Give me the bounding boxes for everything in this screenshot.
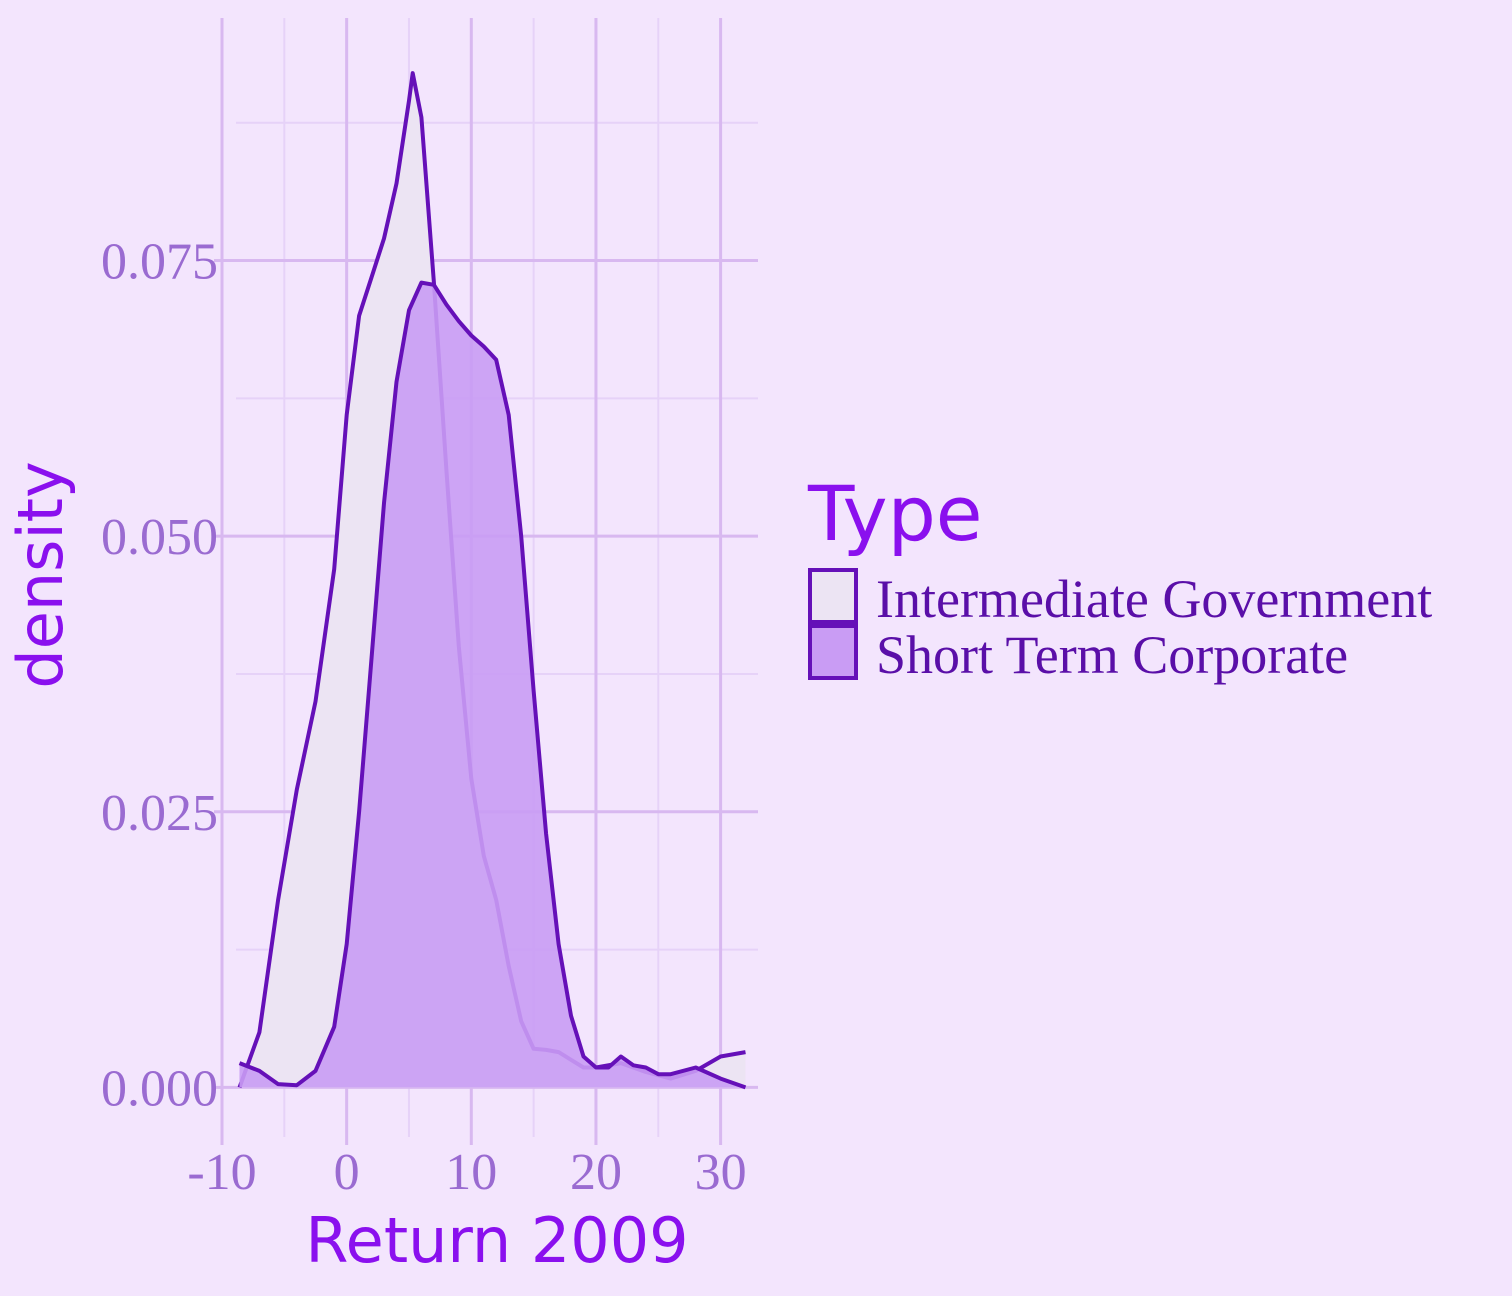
legend-key-short-term-corporate xyxy=(808,624,858,680)
y-tick-label: 0.050 xyxy=(101,509,218,566)
x-tick-label: 20 xyxy=(570,1144,622,1201)
density-areas xyxy=(237,71,747,1090)
density-area-short-term-corporate xyxy=(239,282,746,1088)
x-tick-label: -10 xyxy=(187,1144,256,1201)
axes: -10 0 10 20 30 0.000 0.025 0.050 0.075 xyxy=(101,234,747,1201)
y-tick-label: 0.000 xyxy=(101,1060,218,1117)
y-tick-label: 0.025 xyxy=(101,785,218,842)
y-axis-title: density xyxy=(4,461,77,688)
y-tick-label: 0.075 xyxy=(101,234,218,291)
legend-label-short-term-corporate: Short Term Corporate xyxy=(876,625,1348,685)
x-tick-label: 10 xyxy=(445,1144,497,1201)
legend-title: Type xyxy=(807,469,983,558)
legend-key-intermediate-government xyxy=(808,568,858,624)
x-tick-label: 30 xyxy=(695,1144,747,1201)
density-line-short-term-corporate xyxy=(238,280,747,1090)
legend-label-intermediate-government: Intermediate Government xyxy=(876,569,1432,629)
x-tick-label: 0 xyxy=(334,1144,360,1201)
legend: Type Intermediate Government Short Term … xyxy=(807,469,1432,685)
x-axis-title: Return 2009 xyxy=(305,1204,688,1277)
